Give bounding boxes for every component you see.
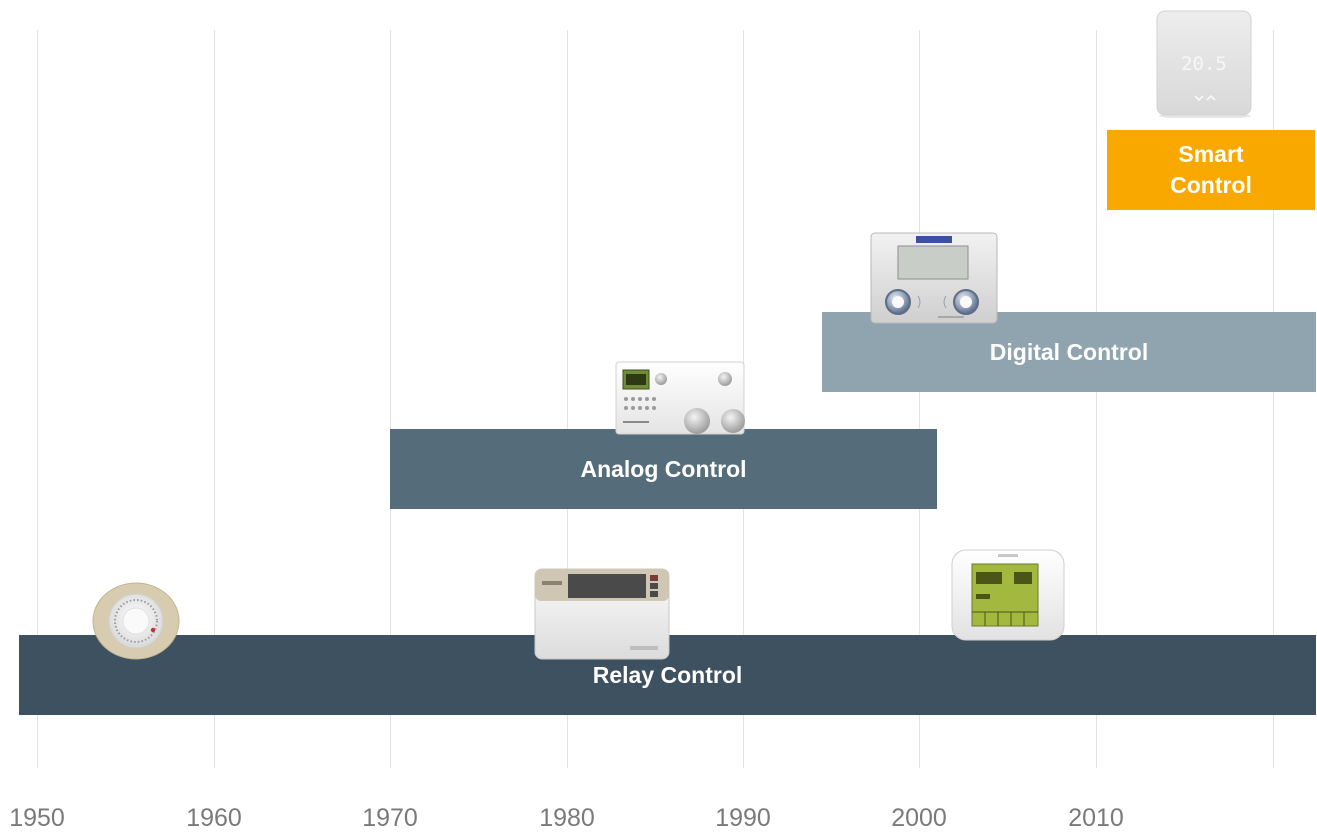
- era-band-smart: Smart Control: [1107, 130, 1315, 210]
- touchscreen-thermostat-icon: [951, 549, 1065, 641]
- year-label-1980: 1980: [539, 804, 595, 832]
- gridline-2020: [1273, 30, 1274, 768]
- era-label-relay: Relay Control: [592, 661, 743, 688]
- year-label-1950: 1950: [9, 804, 65, 832]
- gridline-2000: [919, 30, 920, 768]
- year-label-1990: 1990: [715, 804, 771, 832]
- gridline-1960: [214, 30, 215, 768]
- device-touchscreen-thermostat: [950, 548, 1066, 642]
- smart-thermostat-icon: 20.5: [1156, 10, 1252, 119]
- era-band-analog: Analog Control: [390, 429, 937, 509]
- era-label-smart: Smart Control: [1170, 141, 1252, 198]
- round-dial-thermostat-icon: [92, 582, 180, 660]
- gridline-1950: [37, 30, 38, 768]
- svg-text:20.5: 20.5: [1181, 53, 1227, 75]
- digital-programmer-icon: [870, 232, 998, 324]
- gridline-1970: [390, 30, 391, 768]
- gridline-2010: [1096, 30, 1097, 768]
- device-smart-thermostat: 20.5: [1155, 10, 1255, 119]
- era-label-analog: Analog Control: [580, 455, 747, 482]
- device-digital-programmer: [870, 232, 998, 324]
- gridline-1980: [567, 30, 568, 768]
- year-label-2010: 2010: [1068, 804, 1124, 832]
- relay-lcd-thermostat-icon: [534, 568, 670, 660]
- year-label-2000: 2000: [891, 804, 947, 832]
- analog-timer-thermostat-icon: [615, 361, 745, 435]
- year-label-1960: 1960: [186, 804, 242, 832]
- device-relay-lcd-thermostat: [534, 568, 670, 662]
- device-analog-timer-thermostat: [615, 361, 747, 439]
- era-label-digital: Digital Control: [989, 338, 1149, 365]
- device-round-dial-thermostat: [91, 580, 181, 660]
- era-band-digital: Digital Control: [822, 312, 1316, 392]
- year-label-1970: 1970: [362, 804, 418, 832]
